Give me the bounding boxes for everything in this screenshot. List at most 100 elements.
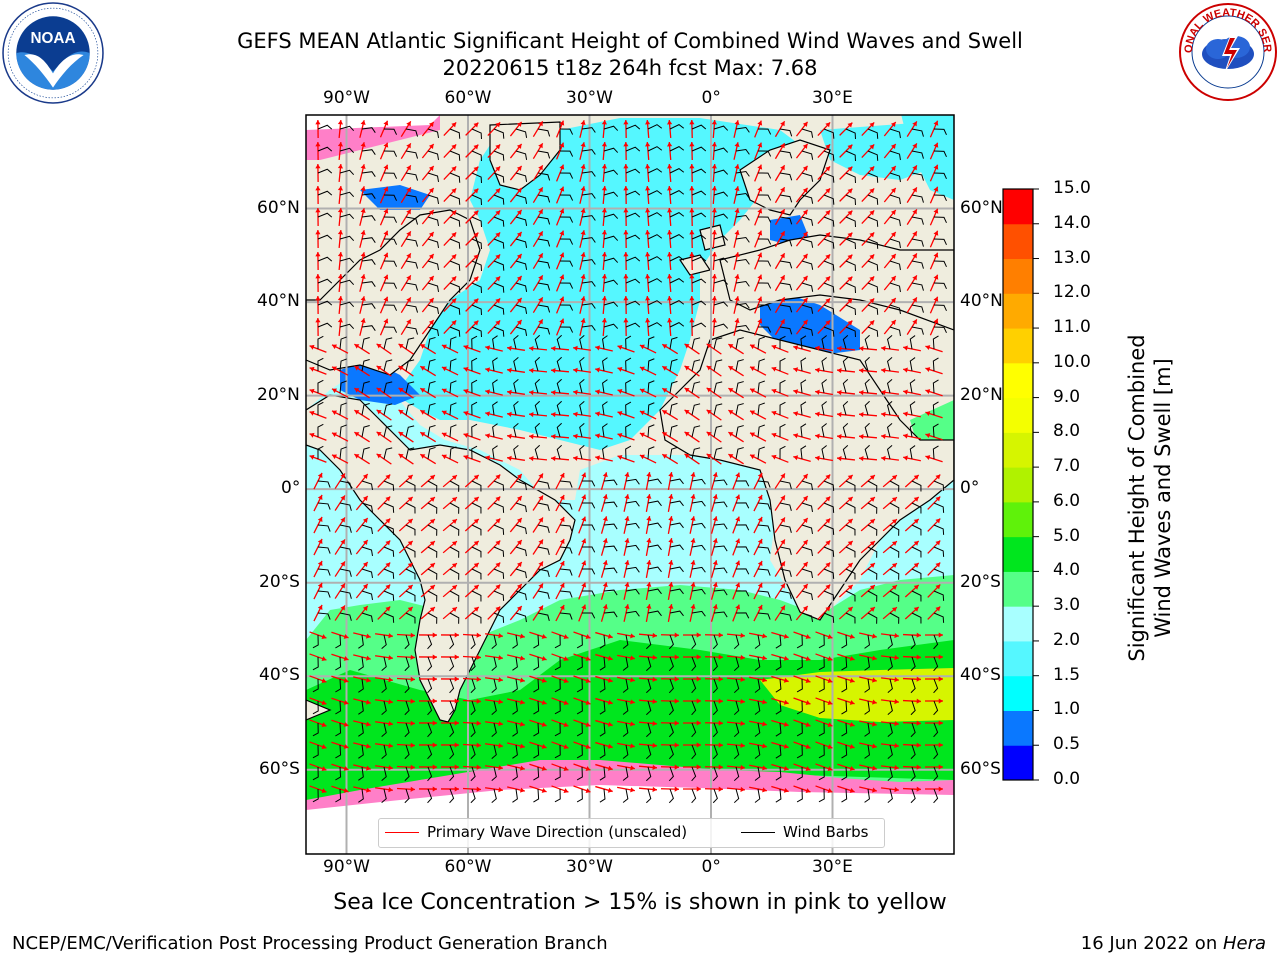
wave-arrow (487, 253, 505, 271)
wave-arrow (645, 141, 663, 161)
wave-arrow (704, 698, 724, 716)
wave-arrow (927, 606, 945, 623)
wave-arrow (774, 296, 793, 314)
wave-arrow (353, 720, 371, 737)
wave-arrow (398, 562, 416, 580)
wave-arrow (359, 318, 376, 336)
wave-arrow (507, 764, 525, 781)
wave-arrow (441, 336, 459, 354)
wave-arrow (623, 317, 641, 337)
wave-arrow (771, 445, 789, 463)
wave-arrow (793, 379, 811, 396)
wave-arrow (617, 379, 635, 397)
wave-arrow (374, 787, 394, 803)
wave-arrow (573, 741, 591, 759)
wave-arrow (667, 472, 684, 490)
wave-arrow (484, 787, 504, 803)
lat-tick-label-right: 0° (960, 478, 980, 499)
wave-arrow (359, 208, 376, 226)
wave-arrow (309, 719, 327, 737)
wave-arrow (859, 654, 877, 671)
wave-arrow (595, 335, 613, 352)
wave-arrow (440, 786, 460, 804)
wave-arrow (309, 631, 327, 649)
lat-tick-label-left: 20°N (257, 384, 300, 405)
wave-arrow (795, 297, 814, 314)
wave-arrow (462, 742, 482, 760)
wave-arrow (667, 229, 685, 249)
wave-arrow (689, 273, 707, 293)
wave-arrow (507, 357, 525, 373)
wave-arrow (573, 697, 591, 715)
wave-arrow (440, 720, 460, 738)
wave-arrow (704, 632, 724, 650)
wave-arrow (793, 741, 811, 759)
wave-arrow (420, 540, 438, 558)
wave-arrow (442, 562, 460, 580)
wave-arrow (443, 254, 461, 271)
wave-arrow (313, 582, 331, 600)
wave-arrow (398, 381, 415, 399)
wave-arrow (749, 336, 767, 354)
wave-arrow (573, 631, 591, 649)
wave-arrow (838, 540, 856, 558)
wave-arrow (400, 274, 419, 292)
wave-arrow (861, 166, 879, 183)
colorbar-swatch (1003, 432, 1033, 468)
wave-arrow (578, 472, 596, 490)
wave-arrow (555, 516, 573, 534)
wave-arrow (661, 446, 679, 465)
wave-arrow (880, 633, 900, 650)
wave-arrow (817, 540, 835, 557)
wave-arrow (924, 676, 944, 694)
wave-arrow (927, 540, 945, 557)
wave-arrow (443, 232, 461, 249)
wave-arrow (711, 295, 729, 315)
colorbar-swatch (1003, 606, 1033, 642)
wave-arrow (880, 655, 900, 672)
wave-arrow (507, 654, 525, 671)
wave-arrow (861, 254, 879, 271)
wave-arrow (903, 379, 921, 396)
wave-arrow (617, 335, 635, 353)
wave-arrow (661, 380, 679, 399)
wave-arrow (836, 400, 856, 418)
wave-arrow (463, 379, 481, 397)
wave-arrow (645, 560, 662, 578)
wave-arrow (337, 229, 355, 249)
wave-arrow (904, 540, 922, 558)
wave-arrow (377, 518, 395, 535)
wave-arrow (689, 229, 707, 249)
wave-arrow (465, 276, 482, 294)
wave-arrow (313, 560, 331, 578)
wave-arrow (600, 560, 618, 578)
wave-arrow (839, 232, 856, 250)
wave-arrow (315, 229, 333, 249)
wave-arrow (398, 584, 416, 602)
wave-arrow (623, 472, 640, 490)
wave-arrow (529, 631, 547, 649)
wave-arrow (882, 540, 900, 558)
wave-arrow (355, 605, 374, 623)
wave-arrow (861, 122, 879, 139)
wave-arrow (462, 676, 482, 694)
wave-arrow (532, 473, 550, 490)
wave-arrow (754, 318, 772, 336)
wave-arrow (815, 357, 833, 374)
wave-arrow (379, 186, 398, 204)
wave-arrow (532, 583, 550, 600)
wave-arrow (528, 356, 548, 374)
wave-arrow (645, 295, 663, 315)
colorbar-tick-label: 9.0 (1053, 386, 1081, 407)
wave-arrow (929, 296, 947, 314)
wave-arrow (815, 401, 833, 418)
wave-arrow (555, 230, 574, 248)
wave-arrow (638, 676, 658, 694)
wave-arrow (532, 517, 550, 534)
wave-arrow (684, 337, 701, 355)
wave-arrow (682, 786, 702, 804)
wave-arrow (487, 143, 505, 161)
wave-arrow (550, 334, 570, 352)
wave-arrow (578, 516, 596, 534)
wave-arrow (838, 496, 856, 514)
